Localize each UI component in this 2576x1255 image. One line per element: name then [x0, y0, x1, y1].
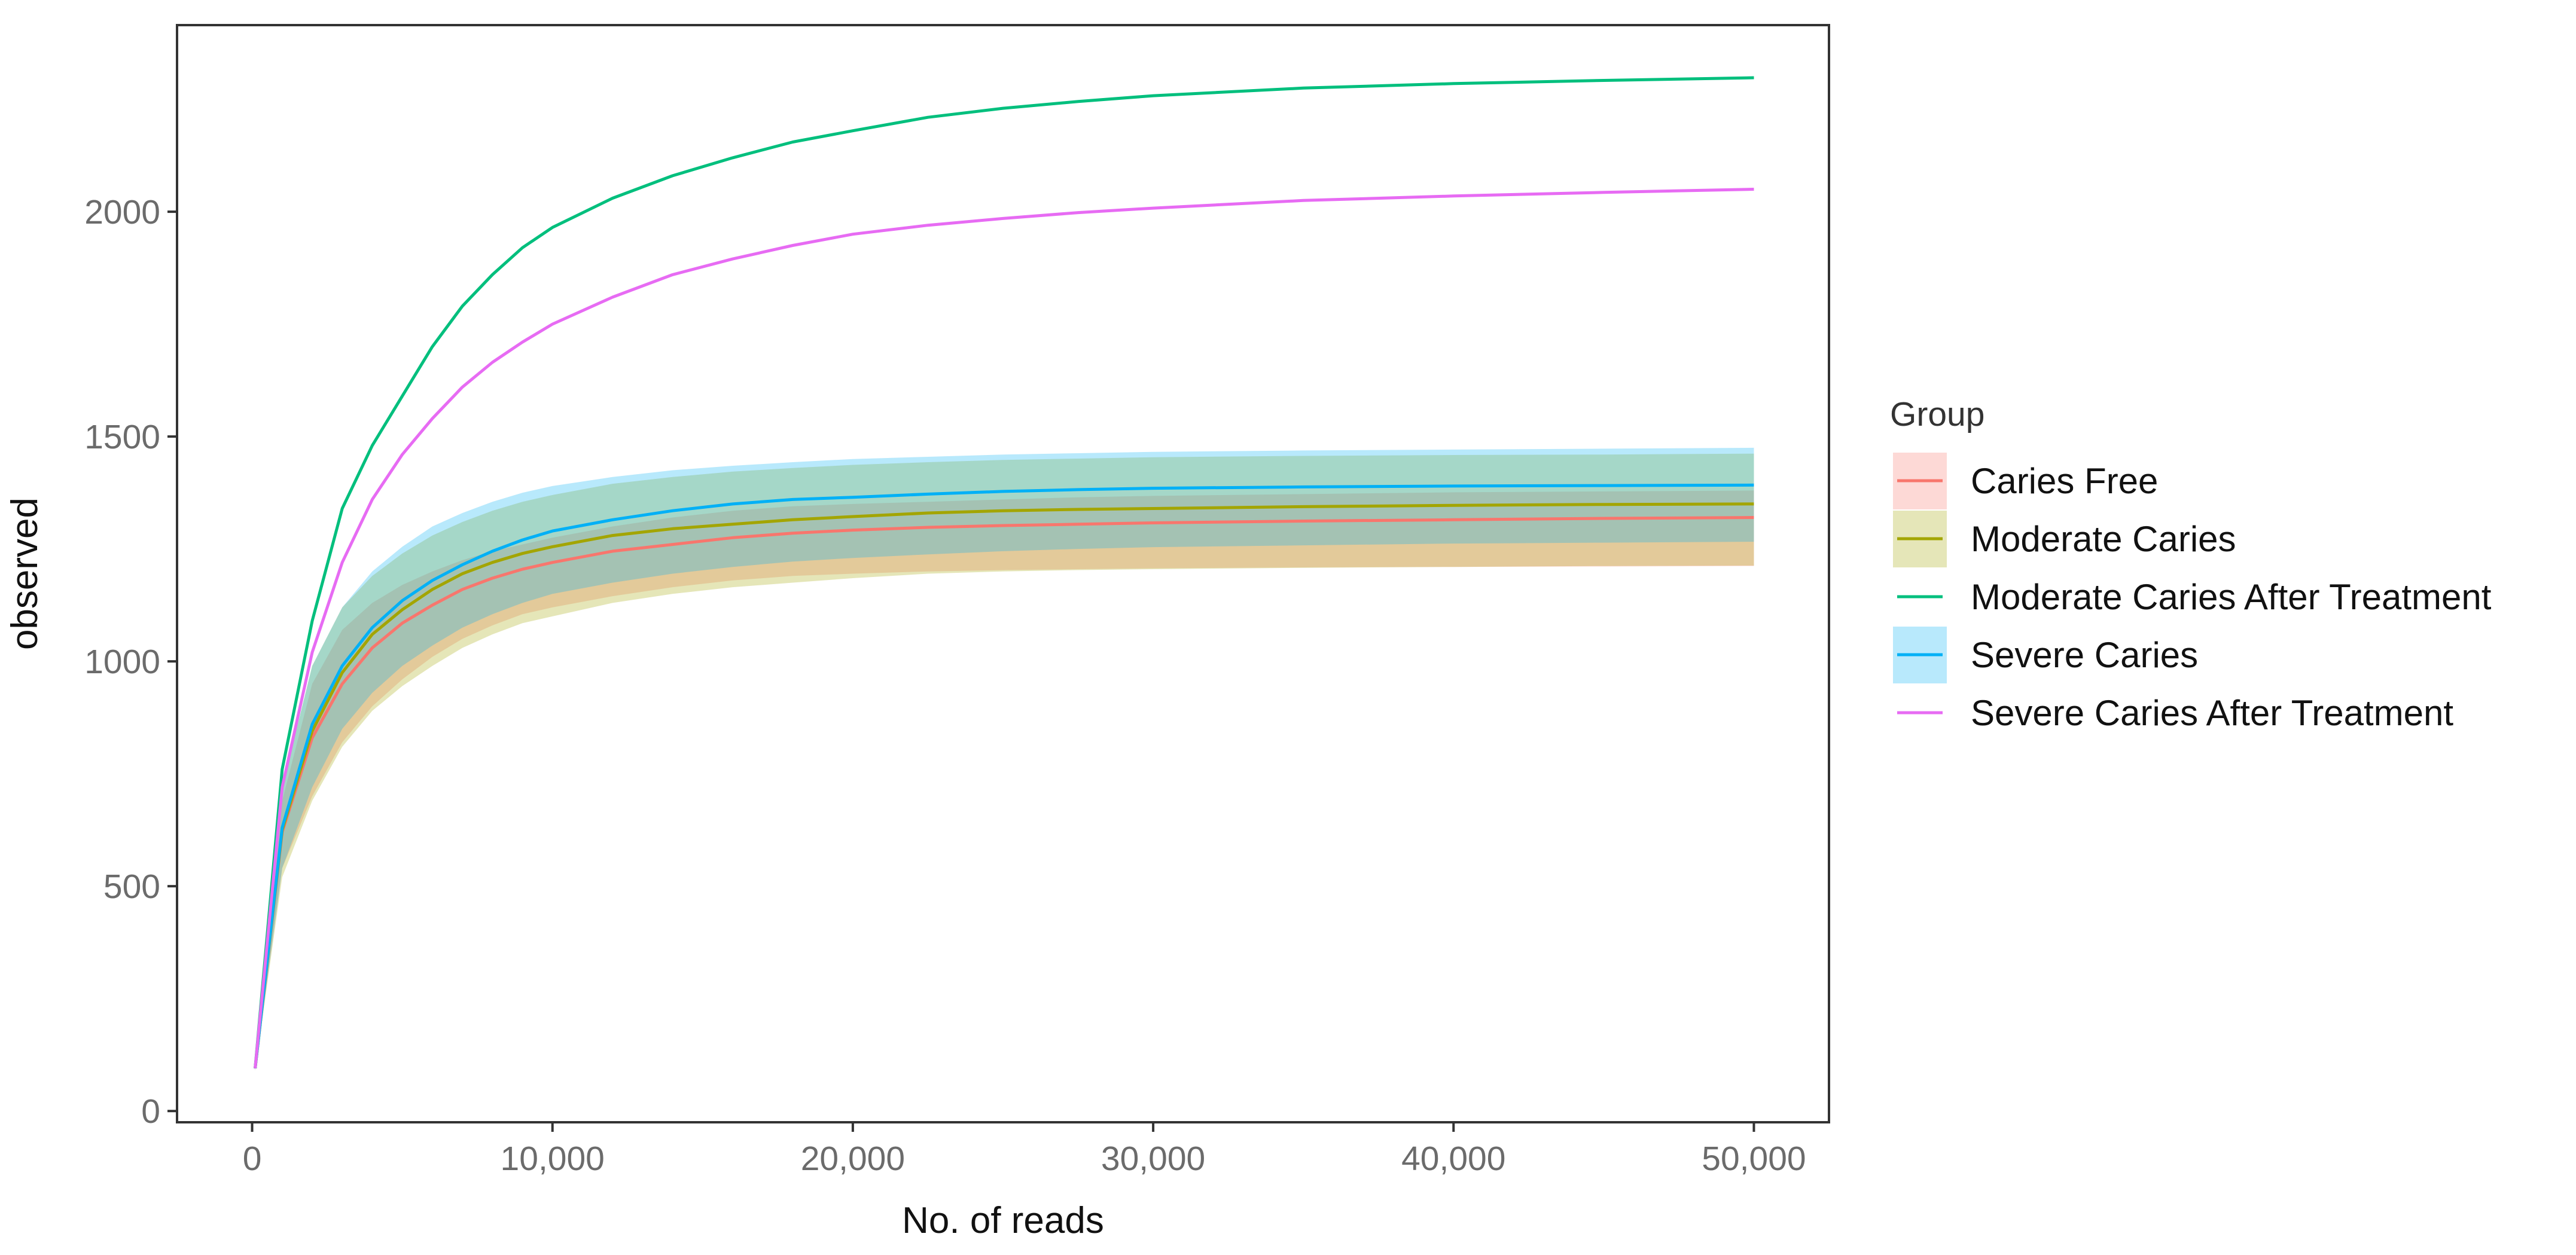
- y-tick-label: 1500: [84, 418, 160, 456]
- y-tick-label: 0: [141, 1092, 160, 1131]
- line-severe-caries-after-treatment: [254, 188, 1754, 1069]
- x-tick-label: 30,000: [1101, 1140, 1205, 1178]
- x-axis-title: No. of reads: [902, 1200, 1104, 1241]
- y-tick-label: 500: [103, 868, 160, 906]
- confidence-bands: [255, 447, 1754, 1071]
- y-axis-title: observed: [4, 497, 45, 650]
- line-moderate-caries-after-treatment: [254, 76, 1754, 1069]
- legend-label: Caries Free: [1971, 461, 2158, 501]
- x-tick-label: 10,000: [501, 1140, 605, 1178]
- line-moderate-caries: [254, 502, 1754, 1069]
- legend-item-moderate-caries: Moderate Caries: [1893, 511, 2236, 567]
- band-caries-free: [255, 490, 1754, 1071]
- line-severe-caries: [254, 483, 1754, 1069]
- series-lines: [254, 76, 1754, 1069]
- legend-item-caries-free: Caries Free: [1893, 453, 2158, 509]
- legend-item-severe-caries-after-treatment: Severe Caries After Treatment: [1893, 685, 2453, 741]
- line-caries-free: [254, 516, 1754, 1069]
- y-tick-label: 2000: [84, 193, 160, 231]
- legend-title: Group: [1890, 395, 1984, 433]
- band-moderate-caries: [255, 453, 1754, 1071]
- x-axis: 0 10,000 20,000 30,000 40,000 50,000: [177, 1121, 1829, 1178]
- x-tick-label: 20,000: [801, 1140, 905, 1178]
- y-axis: 0 500 1000 1500 2000: [84, 25, 178, 1131]
- legend-label: Severe Caries After Treatment: [1971, 693, 2453, 733]
- y-tick-label: 1000: [84, 643, 160, 681]
- x-tick-label: 50,000: [1702, 1140, 1806, 1178]
- x-tick-label: 40,000: [1401, 1140, 1505, 1178]
- panel-background: [177, 25, 1829, 1122]
- legend-item-severe-caries: Severe Caries: [1893, 627, 2198, 683]
- legend-label: Severe Caries: [1971, 635, 2198, 675]
- legend-label: Moderate Caries After Treatment: [1971, 577, 2492, 617]
- legend-label: Moderate Caries: [1971, 519, 2236, 559]
- legend-item-moderate-caries-after-treatment: Moderate Caries After Treatment: [1893, 569, 2492, 625]
- x-tick-label: 0: [243, 1140, 262, 1178]
- legend: Group Caries Free Moderate Caries Moderate…: [1890, 395, 2492, 741]
- band-severe-caries: [255, 447, 1754, 1071]
